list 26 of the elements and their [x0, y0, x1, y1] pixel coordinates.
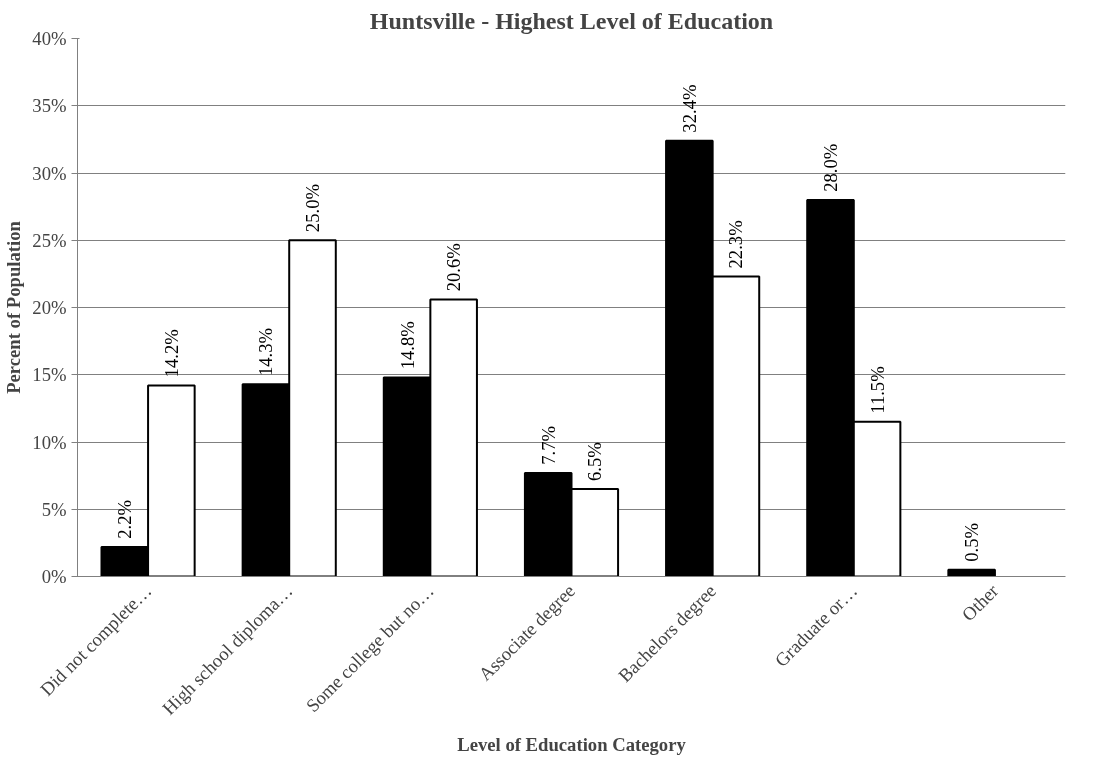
x-axis-title: Level of Education Category [457, 734, 687, 756]
y-tick-label: 5% [41, 498, 67, 520]
data-label: 2.2% [114, 499, 136, 539]
data-label: 11.5% [866, 366, 888, 414]
chart-title: Huntsville - Highest Level of Education [369, 7, 774, 34]
data-label: 22.3% [725, 220, 747, 269]
y-tick-label: 25% [32, 229, 67, 251]
data-label: 14.2% [160, 329, 182, 378]
data-label: 6.5% [584, 442, 606, 482]
y-tick-label: 30% [32, 162, 67, 184]
data-label: 25.0% [302, 183, 323, 233]
y-tick-label: 15% [32, 364, 67, 386]
data-label: 14.8% [396, 321, 418, 370]
data-label: 20.6% [443, 243, 465, 292]
bar [947, 568, 996, 577]
data-label: 28.0% [820, 143, 841, 192]
y-tick-label: 10% [32, 431, 67, 453]
data-label: 7.7% [537, 425, 559, 465]
data-label: 14.3% [255, 327, 277, 377]
y-tick-label: 40% [32, 28, 67, 49]
y-tick-label: 35% [32, 95, 67, 117]
y-tick-label: 0% [41, 566, 67, 587]
y-tick-label: 20% [32, 297, 67, 318]
y-axis-title: Percent of Population [3, 220, 25, 394]
data-label: 0.5% [961, 522, 983, 562]
data-label: 32.4% [678, 84, 700, 133]
